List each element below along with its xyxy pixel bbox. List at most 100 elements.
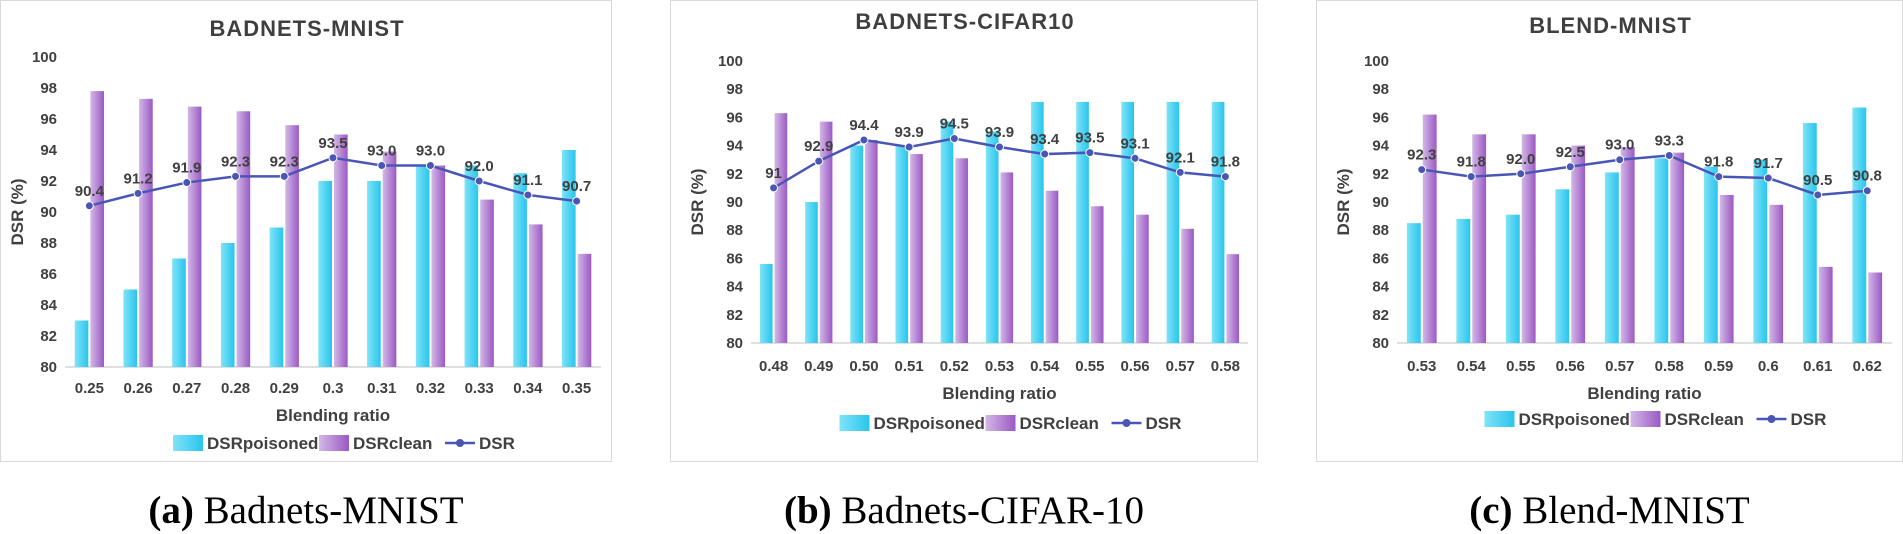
chart-svg: BADNETS-MNIST 80 82 84 86 88 90 92 94 96 98 100 DSR … (8, 16, 601, 453)
x-tick-label: 0.51 (895, 358, 924, 375)
y-tick-label: 84 (40, 297, 57, 314)
y-tick-label: 80 (1372, 335, 1389, 352)
bar-dsrclean (1670, 152, 1685, 343)
dsr-point (572, 196, 582, 206)
x-tick-label: 0.35 (562, 380, 591, 397)
y-tick-label: 100 (32, 49, 57, 66)
x-tick-label: 0.28 (221, 380, 250, 397)
y-tick-label: 82 (40, 328, 57, 345)
dsr-point (949, 134, 959, 144)
dsr-point (859, 135, 869, 145)
y-tick-label: 96 (1372, 109, 1389, 126)
dsr-point (84, 201, 94, 211)
legend-swatch-dsrclean (1630, 411, 1661, 427)
dsr-data-label: 94.4 (849, 117, 879, 134)
bar-dsrclean (1521, 134, 1536, 343)
x-tick-label: 0.32 (416, 380, 445, 397)
dsr-data-label: 92.1 (1166, 149, 1195, 166)
bar-dsrpoisoned (805, 202, 818, 343)
x-tick-label: 0.31 (367, 380, 396, 397)
bar-dsrpoisoned (318, 181, 332, 367)
chart-panel-badnets-mnist: BADNETS-MNIST 80 82 84 86 88 90 92 94 96 98 100 DSR … (0, 0, 612, 462)
dsr-point (1175, 167, 1185, 177)
x-axis-label: Blending ratio (942, 384, 1056, 403)
dsr-point (328, 153, 338, 163)
bar-dsrclean (1136, 214, 1149, 343)
dsr-point (904, 142, 914, 152)
dsr-point (1085, 148, 1095, 158)
bar-dsrpoisoned (513, 173, 527, 367)
x-tick-label: 0.50 (849, 358, 878, 375)
bar-dsrpoisoned (464, 165, 479, 367)
x-tick-label: 0.52 (940, 358, 969, 375)
dsr-data-label: 93.5 (318, 135, 347, 152)
line-dsr (89, 156, 577, 208)
caption-text: Badnets-MNIST (203, 489, 464, 532)
legend-label-dsrpoisoned: DSRpoisoned (874, 414, 985, 433)
bar-dsrpoisoned (1456, 218, 1471, 343)
bar-dsrpoisoned (415, 165, 430, 367)
dsr-data-label: 92.0 (1506, 151, 1535, 168)
dsr-data-label: 91.9 (172, 160, 201, 177)
dsr-point (1615, 155, 1625, 165)
x-tick-label: 0.56 (1556, 358, 1585, 375)
bar-dsrpoisoned (1211, 101, 1225, 343)
legend-swatch-dsrclean (985, 415, 1016, 431)
caption-text: Badnets-CIFAR-10 (841, 489, 1144, 532)
bar-dsrclean (1769, 204, 1784, 343)
y-tick-label: 94 (1372, 138, 1389, 155)
y-axis-label: DSR (%) (1334, 168, 1353, 235)
y-tick-label: 88 (40, 235, 57, 252)
chart-panel-blend-mnist: BLEND-MNIST 80 82 84 86 88 90 92 94 96 98 100 DSR (%… (1316, 0, 1903, 462)
chart-title: BADNETS-MNIST (209, 16, 404, 41)
bar-dsrclean (955, 158, 968, 343)
bar-dsrpoisoned (1852, 107, 1867, 343)
y-tick-label: 82 (1372, 307, 1389, 324)
y-tick-label: 94 (40, 142, 57, 159)
dsr-point (1565, 162, 1575, 172)
dsr-data-label: 90.8 (1853, 168, 1882, 185)
x-tick-label: 0.48 (759, 358, 788, 375)
bar-dsrpoisoned (74, 320, 89, 367)
y-tick-label: 90 (726, 194, 743, 211)
legend-label-dsrpoisoned: DSRpoisoned (207, 434, 318, 453)
legend-swatch-dsrclean (319, 435, 349, 451)
bar-dsrpoisoned (1406, 223, 1421, 343)
bar-dsrpoisoned (1121, 101, 1135, 343)
dsr-data-label: 91.8 (1704, 154, 1733, 171)
bar-dsrclean (1045, 190, 1059, 343)
dsr-data-label: 90.7 (562, 178, 591, 195)
y-tick-label: 100 (718, 53, 743, 70)
y-tick-label: 80 (40, 359, 57, 376)
bar-dsrclean (1181, 228, 1194, 343)
bar-dsrpoisoned (895, 145, 909, 343)
x-tick-label: 0.54 (1030, 358, 1060, 375)
dsr-point (182, 178, 192, 188)
bar-dsrpoisoned (985, 131, 999, 343)
bar-dsrpoisoned (1703, 166, 1718, 343)
dsr-point (995, 142, 1004, 152)
y-axis-label: DSR (%) (8, 178, 27, 245)
y-tick-label: 92 (40, 173, 57, 190)
x-tick-label: 0.53 (985, 358, 1014, 375)
x-tick-label: 0.53 (1407, 358, 1436, 375)
x-tick-label: 0.62 (1853, 358, 1882, 375)
bar-dsrclean (480, 199, 494, 367)
bar-dsrpoisoned (367, 181, 381, 367)
x-tick-label: 0.57 (1166, 358, 1195, 375)
dsr-data-label: 92.9 (804, 138, 833, 155)
dsr-point (377, 161, 387, 170)
x-tick-label: 0.55 (1506, 358, 1535, 375)
bar-dsrclean (910, 154, 923, 343)
x-tick-label: 0.59 (1704, 358, 1733, 375)
y-tick-label: 88 (726, 222, 743, 239)
y-tick-label: 98 (1372, 81, 1389, 98)
dsr-data-label: 91.8 (1457, 154, 1486, 171)
dsr-point (1813, 190, 1823, 200)
bar-dsrclean (577, 253, 592, 367)
legend-marker-dsr (1767, 415, 1776, 423)
bar-dsrpoisoned (172, 258, 186, 367)
dsr-point (1714, 172, 1724, 182)
bar-dsrpoisoned (1802, 123, 1817, 343)
bar-dsrclean (1571, 145, 1586, 343)
